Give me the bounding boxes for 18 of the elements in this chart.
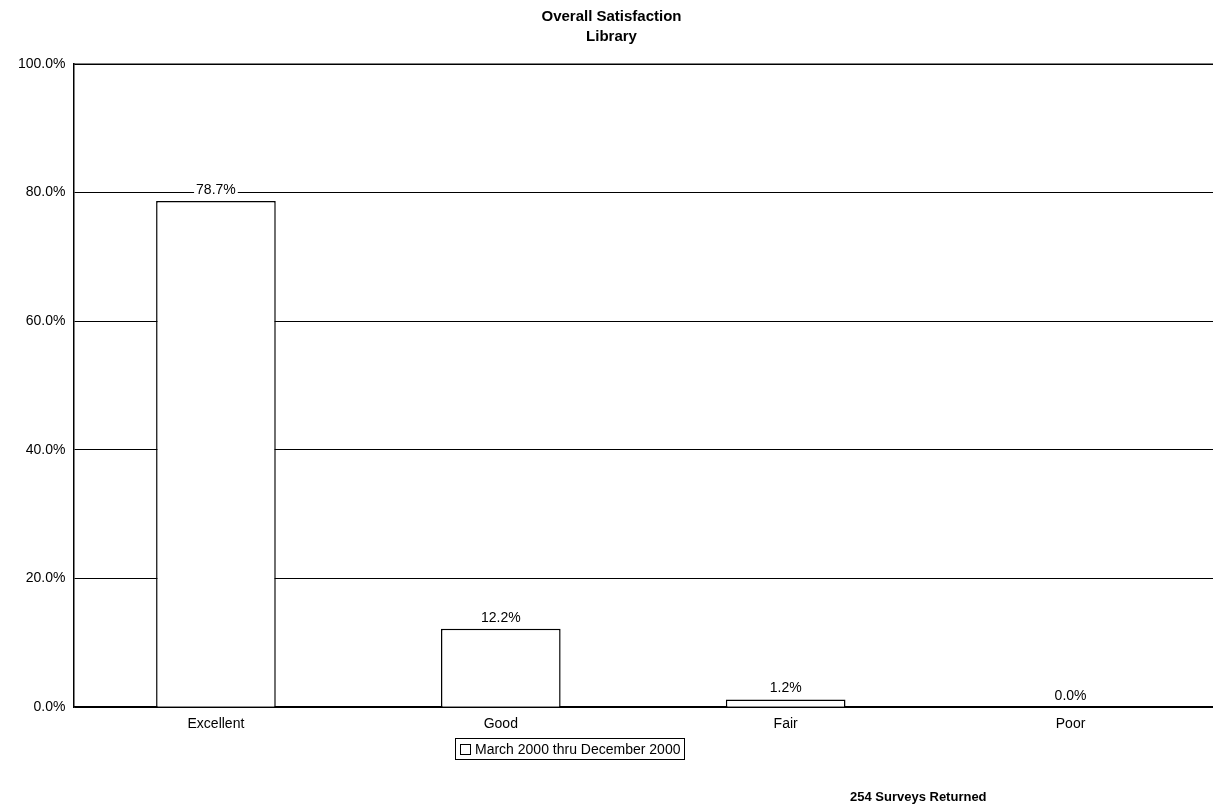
data-label: 78.7%	[196, 180, 236, 197]
text: 254 Surveys Returned	[850, 789, 987, 805]
x-tick-label: Excellent	[187, 715, 245, 732]
y-tick-label: 100.0%	[18, 54, 66, 71]
data-label: 0.0%	[1054, 687, 1087, 704]
chart-title: Overall Satisfaction	[541, 7, 682, 25]
y-tick-label: 0.0%	[33, 698, 66, 715]
y-tick-label: 20.0%	[25, 569, 66, 586]
y-tick-label: 80.0%	[25, 183, 66, 200]
data-label: 12.2%	[480, 608, 521, 625]
y-tick-label: 60.0%	[25, 312, 66, 329]
y-tick-label: 40.0%	[25, 440, 66, 457]
x-tick-label: Fair	[773, 715, 799, 732]
text: March 2000 thru December 2000	[475, 741, 681, 757]
x-tick-label: Good	[483, 715, 518, 732]
data-label: 1.2%	[769, 679, 802, 696]
chart-subtitle: Library	[586, 27, 638, 45]
x-tick-label: Poor	[1055, 715, 1086, 732]
